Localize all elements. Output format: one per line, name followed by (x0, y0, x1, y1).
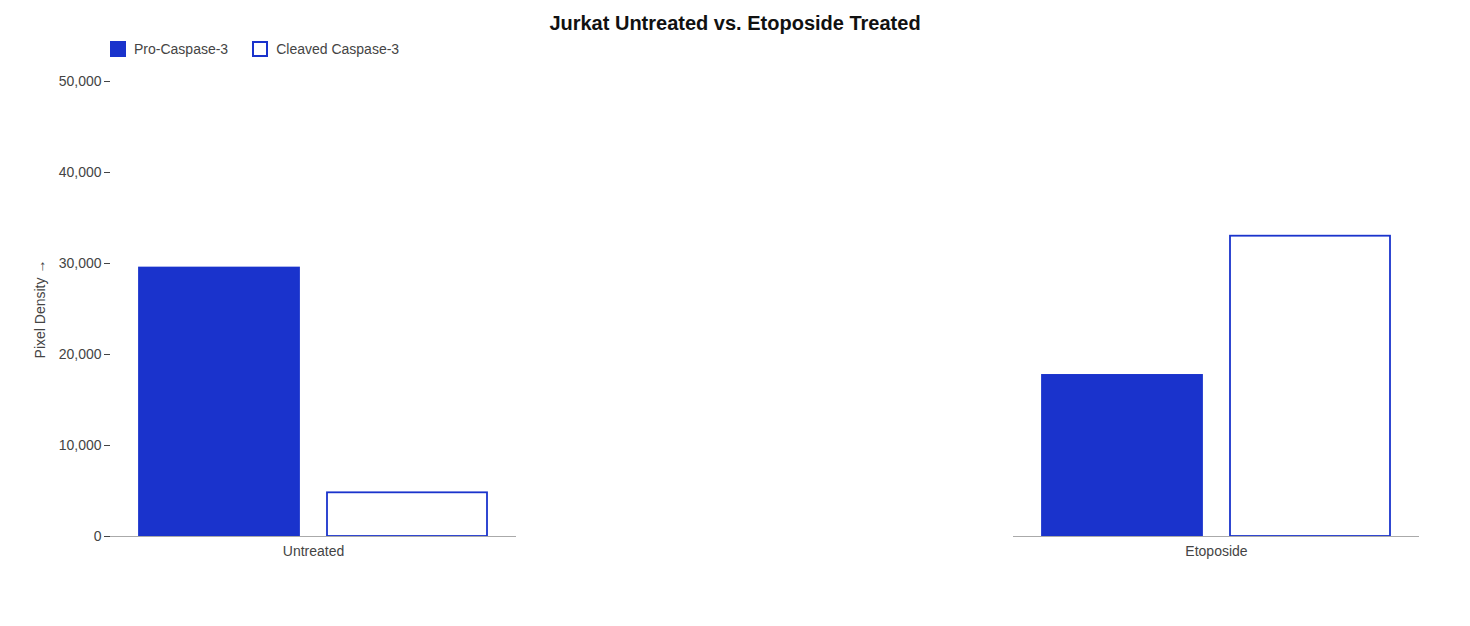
html-text:Jurkat Untreated vs. Etoposide: Jurkat Untreated vs. Etoposide Treated (549, 12, 921, 34)
html-text:Cleaved Caspase-3: Cleaved Caspase-3 (276, 41, 400, 57)
svg-text:50,000: 50,000 (59, 73, 102, 89)
html-text:Pro-Caspase-3: Pro-Caspase-3 (134, 41, 229, 57)
svg-text:0: 0 (94, 528, 102, 544)
svg-text:30,000: 30,000 (59, 255, 102, 271)
svg-text:Etoposide: Etoposide (1185, 543, 1247, 559)
svg-text:Untreated: Untreated (283, 543, 344, 559)
svg-text:20,000: 20,000 (59, 346, 102, 362)
svg-text:Pixel Density →: Pixel Density → (32, 260, 48, 359)
svg-text:40,000: 40,000 (59, 164, 102, 180)
svg-text:10,000: 10,000 (59, 437, 102, 453)
